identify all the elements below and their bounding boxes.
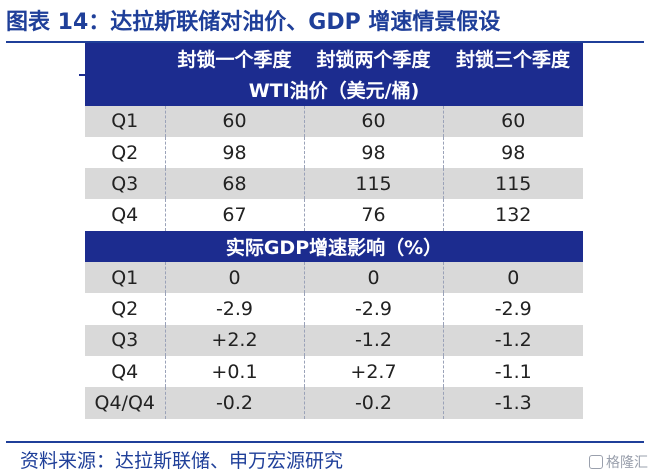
table-row: Q3 +2.2 -1.2 -1.2 — [85, 324, 583, 356]
corner-cell — [85, 43, 165, 75]
row-label: Q2 — [85, 293, 165, 325]
row-label: Q4 — [85, 355, 165, 388]
table-row: Q4 +0.1 +2.7 -1.1 — [85, 355, 583, 388]
column-header-3: 封锁三个季度 — [443, 43, 583, 75]
source-note: 资料来源：达拉斯联储、申万宏源研究 — [20, 450, 344, 472]
cell: 76 — [303, 199, 443, 231]
table-row: Q4 67 76 132 — [85, 199, 583, 231]
row-label: Q4 — [85, 199, 165, 231]
cell: 60 — [303, 105, 443, 137]
section-header-oil: WTI油价（美元/桶) — [85, 74, 583, 106]
row-label: Q2 — [85, 136, 165, 169]
row-label: Q4/Q4 — [85, 387, 165, 419]
cell: 68 — [164, 168, 304, 200]
cell: 60 — [164, 105, 304, 137]
cell: 0 — [442, 262, 583, 294]
cell: -2.9 — [442, 293, 583, 325]
cell: -1.2 — [442, 324, 583, 356]
title-rule — [6, 41, 644, 43]
cell: 0 — [164, 262, 304, 294]
row-label: Q1 — [85, 262, 165, 294]
cell: -0.2 — [303, 387, 443, 419]
cell: 60 — [442, 105, 583, 137]
watermark-logo-icon — [589, 455, 603, 469]
cell: 98 — [442, 136, 583, 169]
cell: -2.9 — [164, 293, 304, 325]
table-row: Q2 -2.9 -2.9 -2.9 — [85, 293, 583, 325]
cell: 115 — [303, 168, 443, 200]
column-header-row: 封锁一个季度 封锁两个季度 封锁三个季度 — [85, 43, 583, 75]
table-row: Q3 68 115 115 — [85, 168, 583, 200]
figure-title: 图表 14：达拉斯联储对油价、GDP 增速情景假设 — [6, 10, 501, 35]
cell: -0.2 — [164, 387, 304, 419]
row-label: Q1 — [85, 105, 165, 137]
cell: 98 — [164, 136, 304, 169]
cell: 67 — [164, 199, 304, 231]
table-row: Q1 0 0 0 — [85, 262, 583, 294]
watermark-text: 格隆汇 — [606, 455, 648, 471]
cell: -1.3 — [442, 387, 583, 419]
cell: 115 — [442, 168, 583, 200]
scenario-table: 封锁一个季度 封锁两个季度 封锁三个季度 WTI油价（美元/桶) Q1 60 6… — [85, 43, 583, 419]
row-label: Q3 — [85, 324, 165, 356]
cell: -1.1 — [442, 355, 583, 388]
column-header-2: 封锁两个季度 — [304, 43, 443, 75]
cell: 98 — [303, 136, 443, 169]
watermark: 格隆汇 — [589, 452, 648, 472]
column-header-1: 封锁一个季度 — [165, 43, 304, 75]
section-title-gdp: 实际GDP增速影响（%） — [85, 230, 583, 263]
cell: -2.9 — [303, 293, 443, 325]
cell: -1.2 — [303, 324, 443, 356]
cell: 132 — [442, 199, 583, 231]
section-title-oil: WTI油价（美元/桶) — [85, 74, 583, 106]
cell: +2.7 — [303, 355, 443, 388]
row-label: Q3 — [85, 168, 165, 200]
cell: +2.2 — [164, 324, 304, 356]
header-notch — [79, 74, 85, 76]
section-header-gdp: 实际GDP增速影响（%） — [85, 230, 583, 263]
table-row: Q2 98 98 98 — [85, 136, 583, 169]
table-row: Q4/Q4 -0.2 -0.2 -1.3 — [85, 387, 583, 419]
table-row: Q1 60 60 60 — [85, 105, 583, 137]
cell: 0 — [303, 262, 443, 294]
footer-rule — [6, 441, 644, 443]
cell: +0.1 — [164, 355, 304, 388]
